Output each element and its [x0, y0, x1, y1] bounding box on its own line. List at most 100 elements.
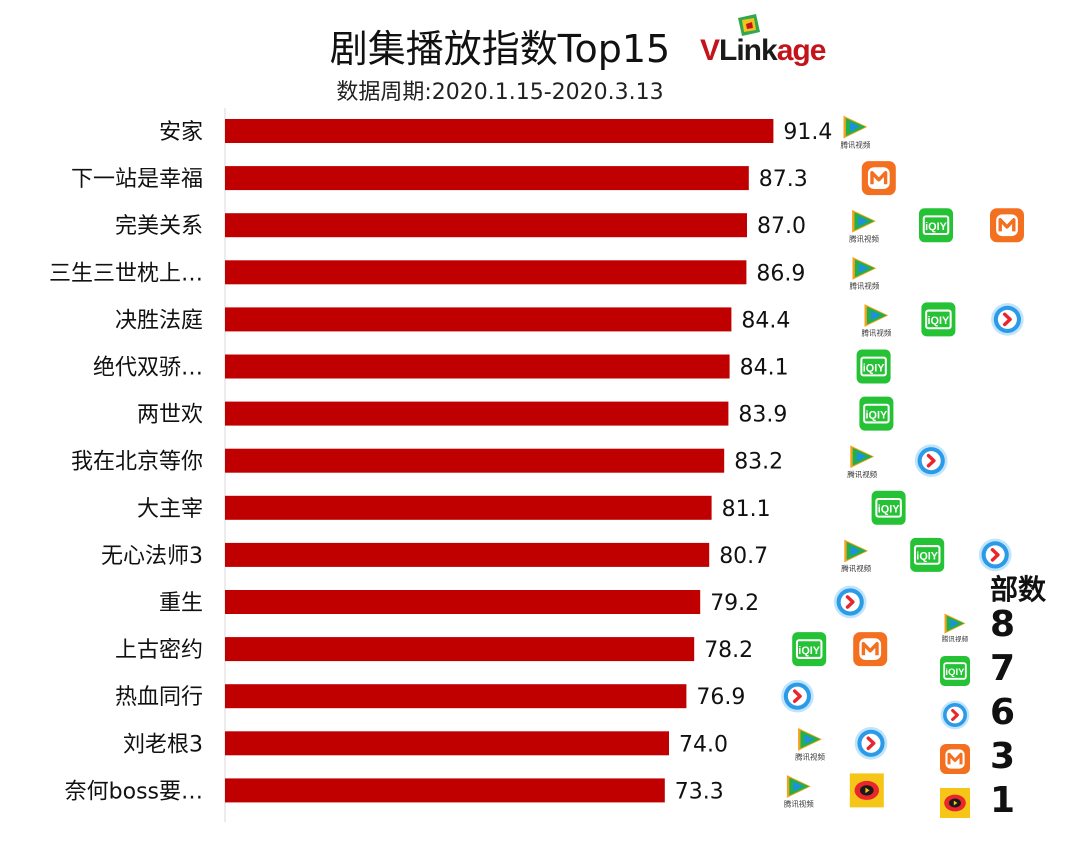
legend-count: 3: [990, 736, 1016, 777]
legend-count: 7: [990, 648, 1016, 689]
legend-count: 8: [990, 604, 1016, 645]
svg-text:iQIY: iQIY: [878, 504, 901, 516]
youku-icon: [978, 538, 1012, 572]
tencent-icon: 腾讯视频: [841, 539, 872, 573]
tencent-icon: 腾讯视频: [942, 613, 969, 642]
value-label: 78.2: [704, 638, 753, 663]
svg-text:腾讯视频: 腾讯视频: [795, 752, 825, 762]
value-label: 87.3: [759, 167, 808, 192]
category-label: 刘老根3: [123, 732, 203, 757]
svg-text:腾讯视频: 腾讯视频: [840, 139, 870, 149]
legend-title: 部数: [990, 573, 1047, 606]
tencent-icon: 腾讯视频: [861, 304, 892, 338]
svg-text:腾讯视频: 腾讯视频: [847, 469, 877, 479]
legend-item-other: 1: [940, 780, 1070, 824]
value-label: 80.7: [719, 544, 768, 569]
category-label: 三生三世枕上…: [49, 261, 203, 286]
tencent-icon: 腾讯视频: [784, 775, 814, 809]
value-label: 86.9: [756, 261, 805, 286]
bar: [225, 542, 710, 567]
svg-text:腾讯视频: 腾讯视频: [849, 281, 879, 291]
youku-icon: [940, 700, 970, 730]
tencent-icon: 腾讯视频: [849, 209, 879, 244]
mango-icon-legend: [940, 744, 970, 774]
logo-text: VLinkage: [700, 34, 826, 67]
youku-icon-legend: [940, 700, 970, 730]
youku-icon: [854, 726, 888, 760]
bar: [225, 213, 747, 238]
bar: [225, 119, 774, 143]
tencent-icon: 腾讯视频: [847, 445, 878, 479]
category-label: 完美关系: [115, 214, 203, 239]
iqiyi-icon: iQIY: [919, 208, 953, 243]
bar: [225, 260, 747, 285]
value-label: 84.4: [741, 308, 790, 333]
iqiyi-icon: iQIY: [871, 490, 906, 525]
mango-icon: [861, 161, 896, 196]
platform-count-legend: 部数 腾讯视频 8 iQIY 7 6 3 1: [940, 568, 1070, 828]
other-icon: [849, 773, 884, 808]
category-label: 奈何boss要…: [65, 779, 203, 804]
bar: [225, 354, 730, 379]
value-label: 87.0: [757, 214, 806, 239]
bar: [225, 448, 725, 473]
svg-text:iQIY: iQIY: [866, 409, 889, 421]
chart-title: 剧集播放指数Top15: [329, 27, 671, 71]
youku-icon: [833, 585, 867, 619]
value-label: 74.0: [679, 732, 728, 757]
other-icon-legend: [940, 788, 970, 818]
value-label: 79.2: [710, 591, 759, 616]
tencent-icon-legend: 腾讯视频: [942, 613, 969, 642]
bar: [225, 731, 669, 756]
tencent-icon: 腾讯视频: [849, 257, 880, 291]
bar: [225, 401, 729, 426]
category-label: 无心法师3: [101, 544, 203, 569]
svg-text:iQIY: iQIY: [916, 551, 939, 563]
category-label: 安家: [159, 120, 203, 145]
svg-text:iQIY: iQIY: [798, 645, 821, 657]
youku-icon: [914, 444, 948, 478]
svg-text:腾讯视频: 腾讯视频: [784, 799, 814, 809]
mango-icon: [853, 632, 888, 667]
bar: [225, 166, 749, 191]
chart-subtitle: 数据周期:2020.1.15-2020.3.13: [336, 80, 664, 105]
category-label: 大主宰: [137, 497, 203, 522]
iqiyi-icon-legend: iQIY: [940, 656, 970, 686]
svg-text:iQIY: iQIY: [925, 221, 948, 233]
value-label: 73.3: [675, 779, 724, 804]
category-label: 决胜法庭: [115, 308, 203, 333]
youku-icon: [781, 679, 814, 713]
vlinkage-logo: VLinkage: [700, 14, 845, 70]
svg-text:iQIY: iQIY: [928, 315, 951, 327]
category-label: 两世欢: [137, 403, 203, 428]
value-label: 83.9: [738, 403, 787, 428]
bar: [225, 307, 732, 332]
bar: [225, 778, 665, 803]
legend-item-youku: 6: [940, 692, 1070, 736]
value-label: 84.1: [740, 356, 789, 381]
legend-item-mango: 3: [940, 736, 1070, 780]
category-label: 我在北京等你: [71, 450, 203, 475]
value-label: 76.9: [696, 685, 745, 710]
category-label: 重生: [159, 591, 203, 616]
iqiyi-icon: iQIY: [859, 396, 894, 431]
iqiyi-icon: iQIY: [940, 656, 970, 686]
bar: [225, 495, 712, 520]
value-label: 83.2: [734, 450, 783, 475]
bar: [225, 637, 695, 662]
tencent-icon: 腾讯视频: [795, 728, 825, 762]
legend-count: 1: [990, 780, 1016, 821]
svg-text:iQIY: iQIY: [945, 667, 965, 678]
youku-icon: [991, 303, 1024, 336]
iqiyi-icon: iQIY: [921, 302, 956, 337]
iqiyi-icon: iQIY: [792, 632, 827, 667]
legend-item-tencent: 腾讯视频 8: [940, 604, 1070, 648]
category-label: 下一站是幸福: [71, 167, 203, 192]
category-label: 上古密约: [115, 638, 203, 663]
category-label: 热血同行: [115, 685, 203, 710]
logo-mark-icon: [738, 14, 760, 36]
legend-count: 6: [990, 692, 1016, 733]
tencent-icon: 腾讯视频: [840, 115, 871, 149]
svg-text:腾讯视频: 腾讯视频: [861, 328, 891, 338]
